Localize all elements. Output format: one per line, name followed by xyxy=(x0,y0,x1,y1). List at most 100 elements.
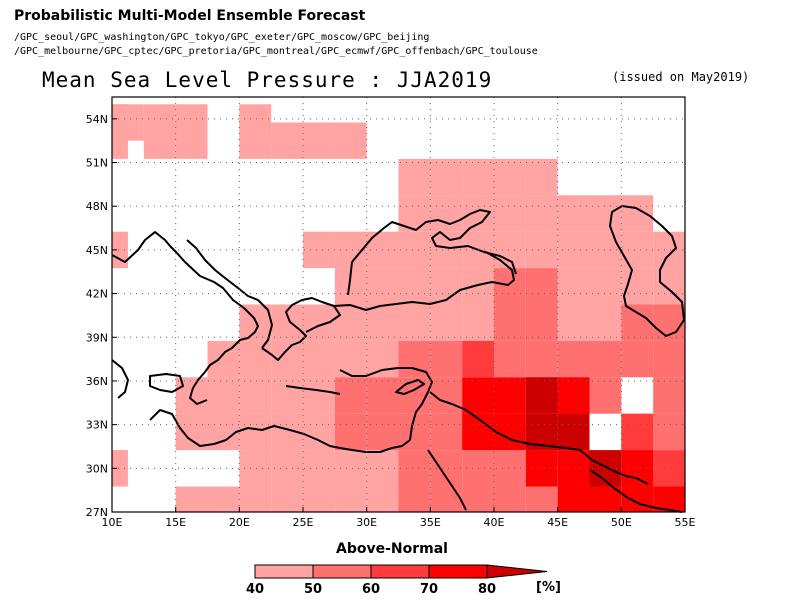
prob-cell xyxy=(112,450,128,487)
prob-cell xyxy=(589,195,622,232)
prob-cell xyxy=(462,340,494,378)
prob-cell xyxy=(334,340,367,378)
prob-cell xyxy=(621,413,654,451)
prob-cell xyxy=(366,268,399,305)
prob-cell xyxy=(239,377,272,414)
prob-cell xyxy=(621,231,654,269)
prob-cell xyxy=(653,377,685,414)
prob-cell xyxy=(430,486,463,512)
prob-cell xyxy=(430,158,463,196)
prob-cell xyxy=(207,486,240,512)
coastline-persian-gulf xyxy=(589,469,683,513)
issued-date: (issued on May2019) xyxy=(612,70,750,84)
prob-cell xyxy=(334,304,367,341)
prob-cell xyxy=(494,304,526,341)
prob-cell xyxy=(175,486,208,512)
prob-cell xyxy=(398,158,431,196)
coastline-blacksea xyxy=(351,209,517,275)
lon-tick-label: 20E xyxy=(229,516,250,529)
prob-cell xyxy=(143,122,176,159)
map-frame xyxy=(111,96,686,513)
prob-cell xyxy=(653,231,685,269)
prob-cell xyxy=(525,231,558,269)
prob-cell xyxy=(462,377,494,414)
legend-label: 60 xyxy=(362,582,380,597)
prob-cell xyxy=(239,122,272,159)
prob-cell xyxy=(175,413,208,451)
prob-cell xyxy=(557,268,590,305)
prob-cell xyxy=(653,413,685,451)
prob-cell xyxy=(366,486,399,512)
lat-tick-label: 48N xyxy=(86,200,108,213)
prob-cell xyxy=(621,268,654,305)
prob-cell xyxy=(557,486,590,512)
prob-cell xyxy=(112,231,128,269)
prob-cell xyxy=(525,486,558,512)
lon-tick-label: 50E xyxy=(611,516,632,529)
prob-cell xyxy=(334,122,367,159)
prob-cell xyxy=(462,304,494,341)
prob-cell xyxy=(334,486,367,512)
prob-cell xyxy=(398,377,431,414)
prob-cell xyxy=(398,231,431,269)
prob-cell xyxy=(303,450,335,487)
prob-cell xyxy=(525,340,558,378)
prob-cell xyxy=(398,486,431,512)
legend-title: Above-Normal xyxy=(336,541,448,557)
prob-cell xyxy=(557,195,590,232)
axis-ticks: 10E 15E 20E 25E 30E 35E 40E 45E 50E 55E 27N 30N 33N 3… xyxy=(86,113,696,529)
prob-cell xyxy=(303,340,335,378)
coastline-west xyxy=(111,359,129,399)
legend-label: 80 xyxy=(478,582,496,597)
prob-cell xyxy=(271,122,303,159)
prob-cell xyxy=(271,377,303,414)
prob-cell xyxy=(557,340,590,378)
lat-tick-label: 36N xyxy=(86,375,108,388)
lat-tick-label: 33N xyxy=(86,419,108,432)
prob-cell xyxy=(303,231,335,269)
prob-cell xyxy=(430,268,463,305)
lat-tick-label: 45N xyxy=(86,244,108,257)
prob-cell xyxy=(271,450,303,487)
probability-cells xyxy=(112,104,685,512)
lat-tick-label: 54N xyxy=(86,113,108,126)
prob-cell xyxy=(494,231,526,269)
lat-tick-label: 27N xyxy=(86,506,108,519)
prob-cell xyxy=(494,450,526,487)
prob-cell xyxy=(398,304,431,341)
prob-cell xyxy=(334,413,367,451)
prob-cell xyxy=(303,413,335,451)
prob-cell xyxy=(525,195,558,232)
header-title: Probabilistic Multi-Model Ensemble Forec… xyxy=(14,8,366,24)
lon-tick-label: 40E xyxy=(484,516,505,529)
coastline-sicily xyxy=(149,373,184,393)
prob-cell xyxy=(303,486,335,512)
lat-tick-label: 51N xyxy=(86,157,108,170)
prob-cell xyxy=(175,122,208,159)
legend-swatch xyxy=(254,564,314,579)
coastline-greece xyxy=(261,297,341,361)
prob-cell xyxy=(589,377,622,414)
prob-cell xyxy=(430,450,463,487)
prob-cell xyxy=(494,377,526,414)
legend-label: 70 xyxy=(420,582,438,597)
prob-cell xyxy=(430,413,463,451)
coastline-africa xyxy=(149,409,411,453)
prob-cell xyxy=(271,486,303,512)
prob-cell xyxy=(430,340,463,378)
prob-cell xyxy=(621,340,654,378)
prob-cell xyxy=(494,340,526,378)
lat-tick-label: 42N xyxy=(86,288,108,301)
prob-cell xyxy=(525,158,558,196)
prob-cell xyxy=(494,268,526,305)
prob-cell xyxy=(589,268,622,305)
legend-swatch xyxy=(428,564,488,579)
map-title: Mean Sea Level Pressure : JJA2019 xyxy=(42,68,493,92)
prob-cell xyxy=(334,450,367,487)
prob-cell xyxy=(525,304,558,341)
prob-cell xyxy=(494,158,526,196)
prob-cell xyxy=(653,450,685,487)
legend-arrow xyxy=(486,564,548,579)
prob-cell xyxy=(621,304,654,341)
